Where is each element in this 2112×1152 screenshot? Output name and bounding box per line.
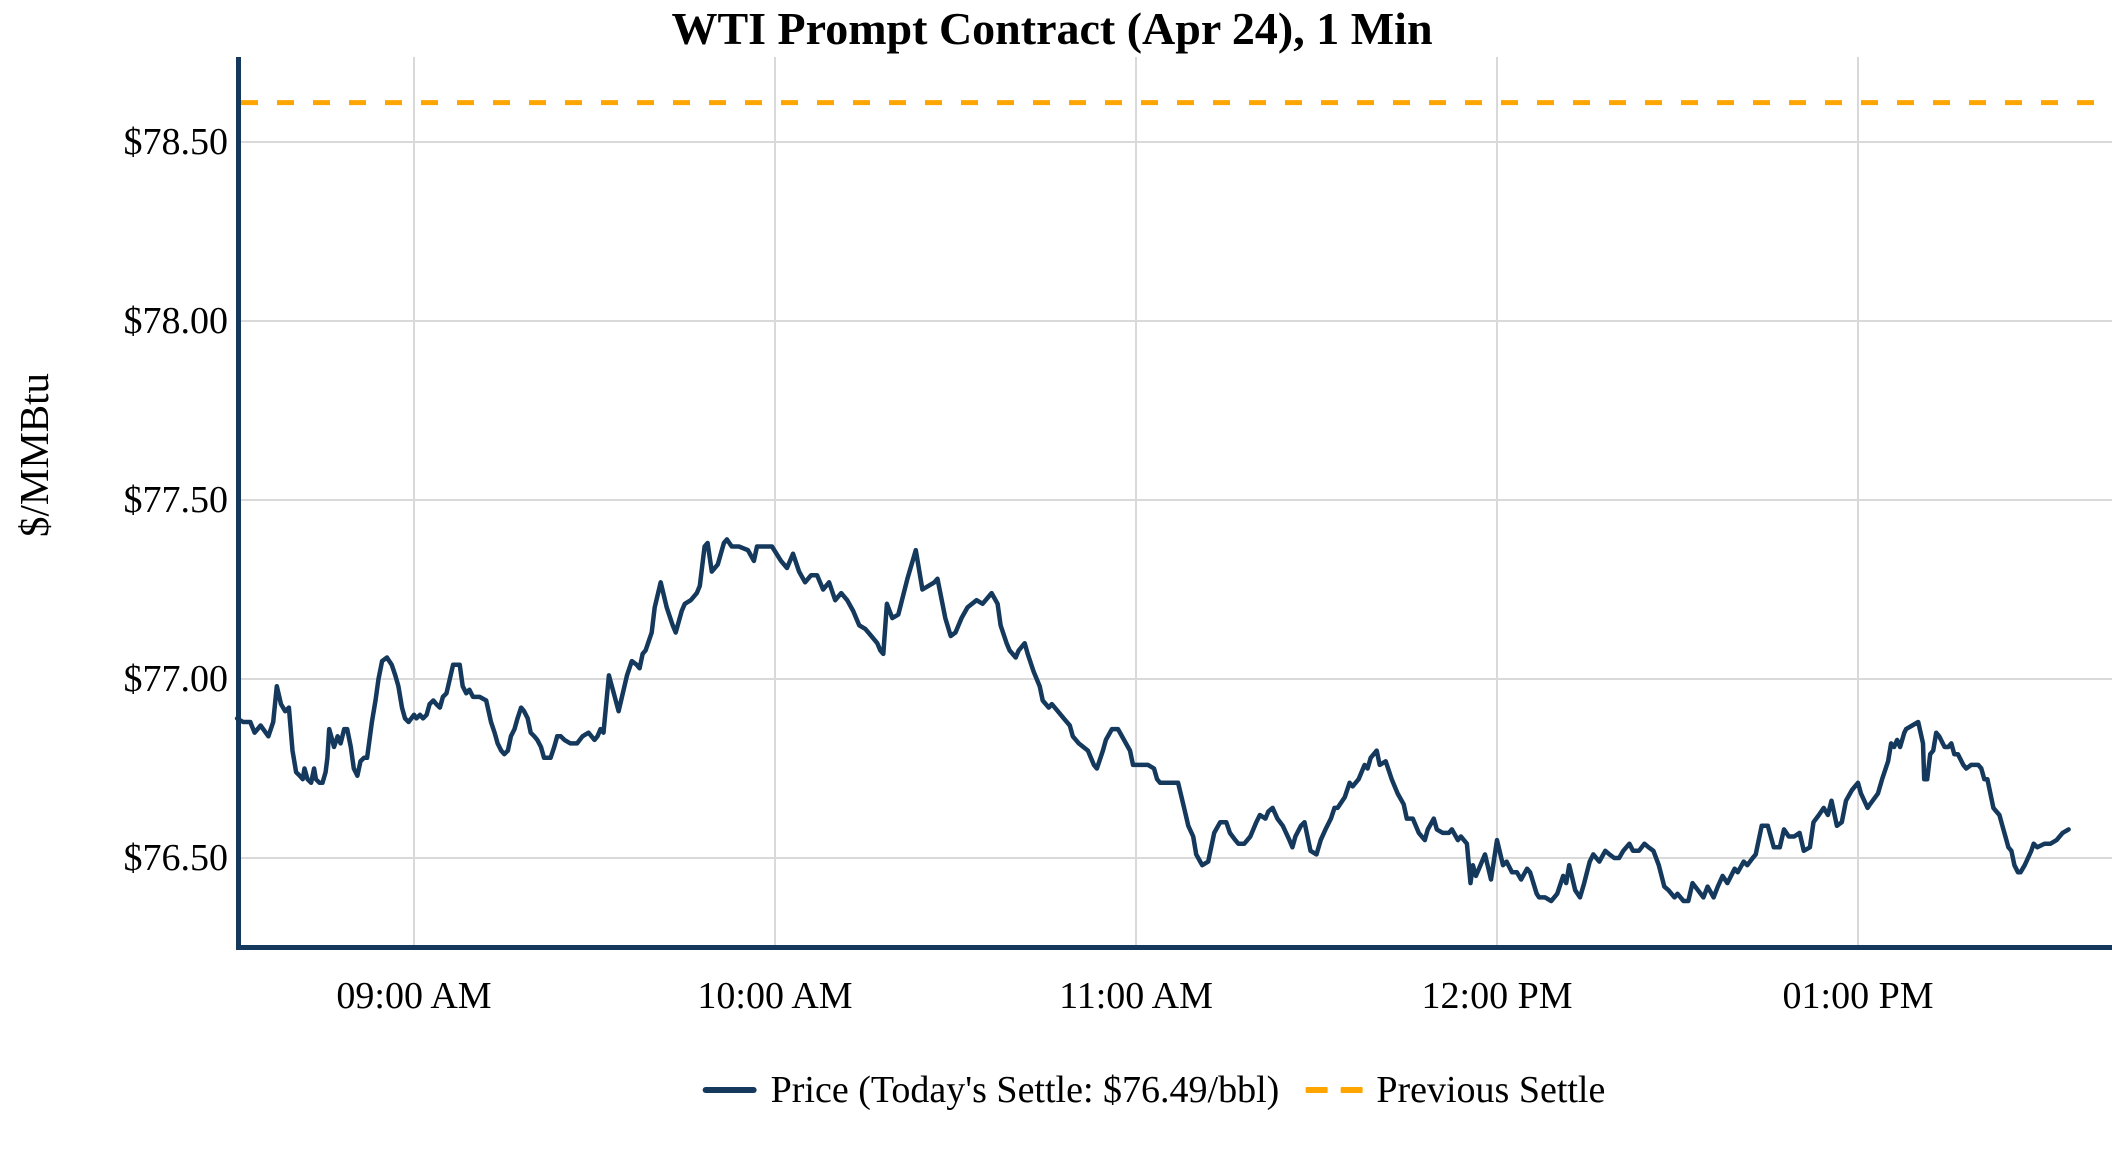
dash-segment xyxy=(1340,1087,1363,1093)
y-tick-label: $77.00 xyxy=(123,658,229,700)
legend-item-price: Price (Today's Settle: $76.49/bbl) xyxy=(702,1068,1280,1112)
y-tick-label: $76.50 xyxy=(123,837,229,879)
legend: Price (Today's Settle: $76.49/bbl) Previ… xyxy=(702,1068,1605,1112)
x-tick-label: 10:00 AM xyxy=(697,975,853,1017)
y-tick-label: $77.50 xyxy=(123,479,229,521)
price-line xyxy=(234,537,2071,904)
x-tick-label: 09:00 AM xyxy=(336,975,492,1017)
x-tick-label: 01:00 PM xyxy=(1782,975,1934,1017)
gridlines xyxy=(240,57,2112,945)
legend-item-prev-settle: Previous Settle xyxy=(1305,1068,1605,1112)
x-tick-label: 11:00 AM xyxy=(1059,975,1213,1017)
x-tick-label: 12:00 PM xyxy=(1421,975,1573,1017)
price-line-swatch xyxy=(702,1087,757,1093)
chart-title: WTI Prompt Contract (Apr 24), 1 Min xyxy=(671,3,1433,54)
y-tick-label: $78.50 xyxy=(123,121,229,163)
y-tick-label: $78.00 xyxy=(123,300,229,342)
previous-settle-dash-swatch xyxy=(1305,1087,1363,1093)
legend-price-label: Price (Today's Settle: $76.49/bbl) xyxy=(770,1069,1280,1111)
y-axis-title: $/MMBtu xyxy=(11,372,57,538)
legend-prev-settle-label: Previous Settle xyxy=(1376,1069,1606,1111)
dash-segment xyxy=(1305,1087,1328,1093)
